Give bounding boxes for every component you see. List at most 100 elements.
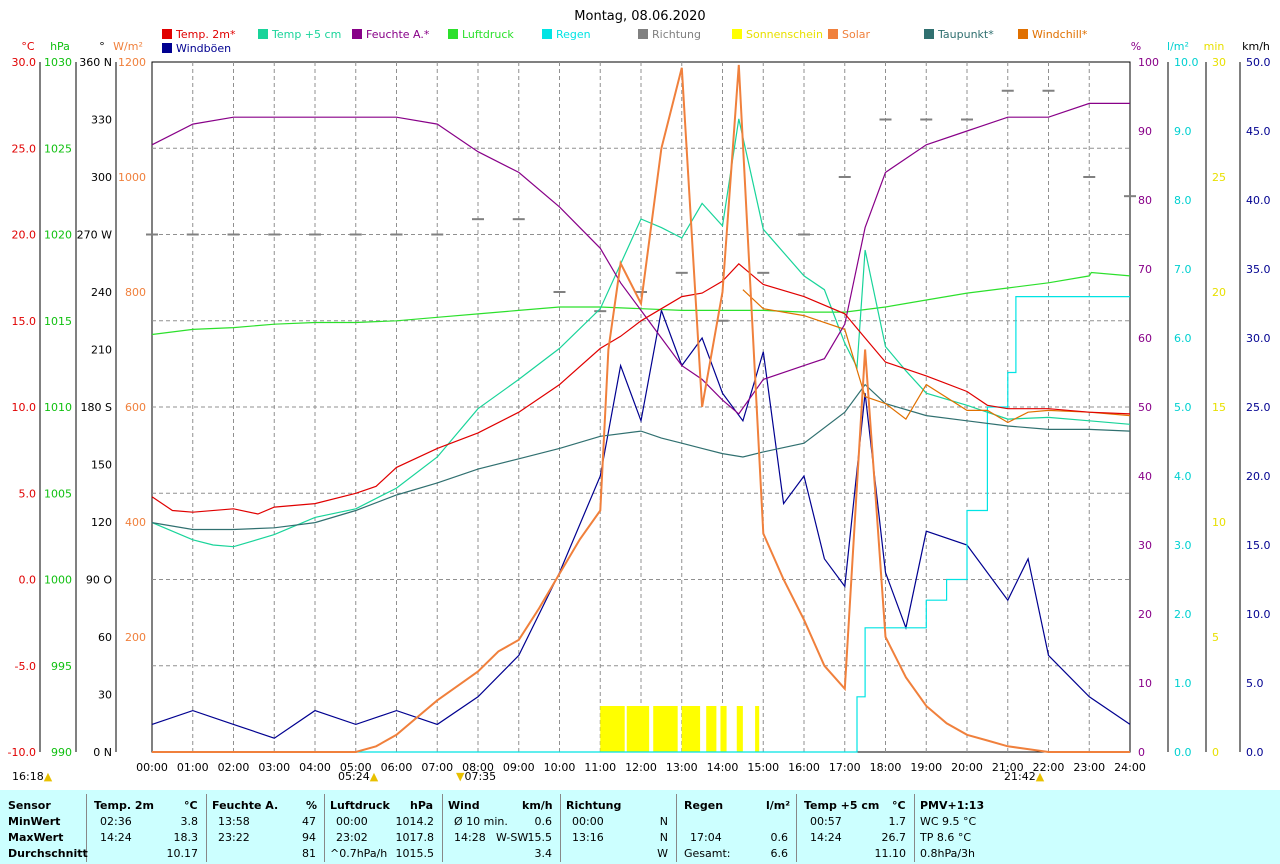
sunshine-tick-label: 5 (1212, 631, 1219, 644)
wind-tick-label: 45.0 (1246, 125, 1271, 138)
rain-tick-label: 3.0 (1174, 539, 1192, 552)
stats-rain-unit: l/m² (766, 799, 791, 812)
legend-label: Richtung (652, 28, 701, 41)
x-tick-label: 18:00 (870, 761, 902, 774)
sunshine-bar (600, 706, 625, 752)
direction-tick-label: 180 S (81, 401, 112, 414)
humidity-tick-label: 50 (1138, 401, 1152, 414)
direction-marker (838, 176, 851, 178)
x-tick-label: 11:00 (584, 761, 616, 774)
direction-tick-label: 120 (91, 516, 112, 529)
direction-marker (961, 118, 973, 121)
direction-marker (146, 233, 158, 236)
sunshine-tick-label: 0 (1212, 746, 1219, 759)
direction-marker (798, 233, 810, 236)
stats-row-max: MaxWert (8, 831, 64, 844)
legend-label: Temp. 2m* (175, 28, 236, 41)
x-tick-label: 04:00 (299, 761, 331, 774)
direction-marker (716, 319, 729, 322)
solar-tick-label: 1200 (118, 56, 146, 69)
direction-marker (431, 233, 444, 236)
stats-temp-unit: °C (184, 799, 198, 812)
legend-swatch (638, 29, 648, 39)
temp-tick-label: 15.0 (12, 315, 37, 328)
pressure-tick-label: 1015 (44, 315, 72, 328)
stats-press-header: Luftdruck (330, 799, 390, 812)
legend-label: Windchill* (1032, 28, 1088, 41)
direction-marker (186, 233, 199, 236)
pressure-tick-label: 995 (51, 660, 72, 673)
rain-tick-label: 5.0 (1174, 401, 1192, 414)
direction-tick-label: 300 (91, 171, 112, 184)
x-tick-label: 09:00 (503, 761, 535, 774)
stats-pmv-header: PMV+1:13 (920, 799, 985, 812)
pressure-tick-label: 1010 (44, 401, 72, 414)
stats-temp5-min-time: 00:57 (810, 815, 842, 828)
rain-tick-label: 6.0 (1174, 332, 1192, 345)
legend-swatch (258, 29, 268, 39)
stats-hum-max: 94 (302, 831, 316, 844)
stats-wind-avg-label: Ø 10 min. (454, 815, 508, 828)
x-tick-label: 21:00 (992, 761, 1024, 774)
wind-tick-label: 40.0 (1246, 194, 1271, 207)
solar-tick-label: 400 (125, 516, 146, 529)
rain-tick-label: 8.0 (1174, 194, 1192, 207)
temp-tick-label: 20.0 (12, 229, 37, 242)
stats-pmv-windchill: WC 9.5 °C (920, 815, 977, 828)
stats-temp-header: Temp. 2m (94, 799, 154, 812)
legend-swatch (352, 29, 362, 39)
rain-tick-label: 0.0 (1174, 746, 1192, 759)
stats-press-unit: hPa (410, 799, 434, 812)
direction-marker (1083, 176, 1096, 178)
stats-temp5-header: Temp +5 cm (804, 799, 880, 812)
legend-swatch (924, 29, 934, 39)
legend-label: Sonnenschein (746, 28, 823, 41)
stats-press-min: 1014.2 (395, 815, 435, 828)
stats-dir-max: N (659, 831, 668, 844)
legend-label: Taupunkt* (937, 28, 994, 41)
sunshine-tick-label: 30 (1212, 56, 1226, 69)
stats-temp5-max: 26.7 (881, 831, 907, 844)
legend-swatch (448, 29, 458, 39)
x-tick-label: 12:00 (625, 761, 657, 774)
stats-temp5-avg: 11.10 (874, 847, 907, 860)
sunshine-bar (681, 706, 701, 752)
stats-press-avg: 1015.5 (395, 847, 435, 860)
wind-tick-label: 20.0 (1246, 470, 1271, 483)
legend-swatch (162, 29, 172, 39)
sunshine-bar (653, 706, 678, 752)
direction-marker (472, 218, 484, 221)
x-tick-label: 20:00 (951, 761, 983, 774)
pressure-tick-label: 1000 (44, 574, 72, 587)
rain-tick-label: 10.0 (1174, 56, 1199, 69)
direction-marker (1001, 89, 1014, 92)
stats-hum-unit: % (306, 799, 318, 812)
stats-temp5-max-time: 14:24 (810, 831, 842, 844)
x-tick-label: 01:00 (177, 761, 209, 774)
direction-marker (635, 291, 647, 293)
rain-axis-unit: l/m² (1167, 40, 1189, 53)
stats-row-min: MinWert (8, 815, 61, 828)
wind-tick-label: 50.0 (1246, 56, 1271, 69)
x-tick-label: 16:00 (788, 761, 820, 774)
stats-hum-max-time: 23:22 (218, 831, 250, 844)
wind-tick-label: 10.0 (1246, 608, 1271, 621)
direction-tick-label: 30 (98, 689, 112, 702)
humidity-tick-label: 40 (1138, 470, 1152, 483)
direction-tick-label: 270 W (77, 229, 112, 242)
stats-hum-avg: 81 (302, 847, 316, 860)
direction-marker (1042, 89, 1055, 92)
x-tick-label: 08:00 (462, 761, 494, 774)
legend-label: Solar (842, 28, 871, 41)
direction-tick-label: 60 (98, 631, 112, 644)
stats-rain-total-label: Gesamt: (684, 847, 731, 860)
sunshine-axis-unit: min (1204, 40, 1225, 53)
stats-temp-max: 18.3 (173, 831, 199, 844)
series-line-windchill (742, 289, 1131, 424)
x-tick-label: 22:00 (1033, 761, 1065, 774)
humidity-tick-label: 60 (1138, 332, 1152, 345)
direction-marker (390, 233, 403, 236)
stats-hum-min-time: 13:58 (218, 815, 250, 828)
direction-tick-label: 0 N (93, 746, 112, 759)
